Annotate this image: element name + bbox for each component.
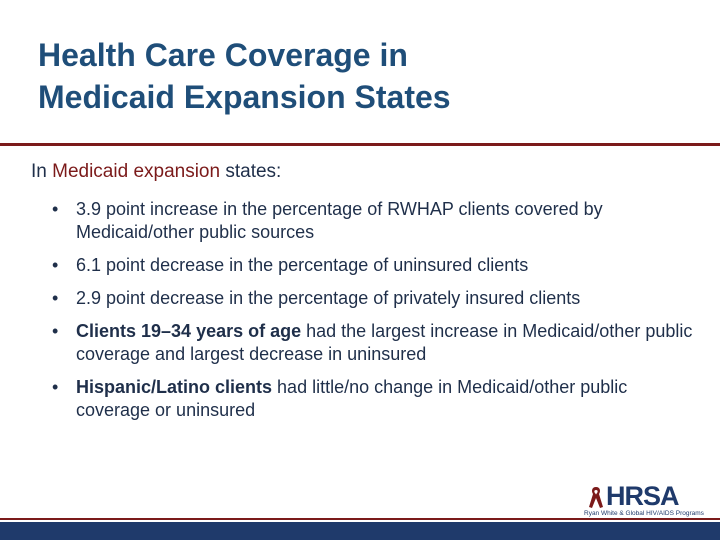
title-divider [0, 143, 720, 146]
intro-prefix: In [31, 161, 53, 182]
title-line-2: Medicaid Expansion States [38, 79, 451, 115]
logo-subtitle: Ryan White & Global HIV/AIDS Programs [584, 510, 704, 517]
bullet-item: 6.1 point decrease in the percentage of … [52, 254, 702, 277]
intro-text: In Medicaid expansion states: [31, 160, 281, 184]
bullet-item: 2.9 point decrease in the percentage of … [52, 287, 702, 310]
bullet-item: 3.9 point increase in the percentage of … [52, 198, 702, 244]
slide-title: Health Care Coverage in Medicaid Expansi… [38, 34, 678, 118]
footer-bar [0, 522, 720, 540]
footer-accent-line [0, 518, 720, 520]
ribbon-icon [589, 487, 603, 508]
hrsa-logo: HRSA Ryan White & Global HIV/AIDS Progra… [582, 483, 714, 519]
bullet-list: 3.9 point increase in the percentage of … [52, 198, 702, 432]
bullet-item: Clients 19–34 years of age had the large… [52, 320, 702, 366]
intro-highlight: Medicaid expansion [52, 161, 221, 182]
logo-wordmark: HRSA [606, 481, 680, 511]
bullet-item: Hispanic/Latino clients had little/no ch… [52, 376, 702, 422]
title-line-1: Health Care Coverage in [38, 37, 408, 73]
intro-suffix: states: [220, 161, 282, 182]
